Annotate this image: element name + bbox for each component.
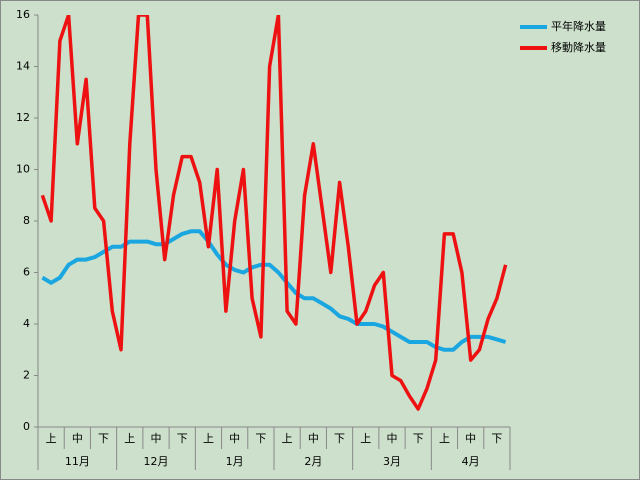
y-tick-label: 0 (23, 420, 30, 433)
x-tick-label: 上 (282, 432, 293, 445)
y-tick-label: 14 (16, 60, 30, 73)
y-tick-label: 10 (16, 163, 30, 176)
plot-area (38, 15, 510, 427)
group-label: 1月 (226, 455, 244, 468)
x-tick-label: 上 (439, 432, 450, 445)
x-tick-label: 上 (203, 432, 214, 445)
group-label: 4月 (462, 455, 480, 468)
line-series (40, 15, 508, 411)
x-tick-label: 中 (465, 432, 476, 445)
y-tick-label: 2 (23, 369, 30, 382)
x-tick-label: 上 (360, 432, 371, 445)
y-tick-label: 8 (23, 214, 30, 227)
x-tick-label: 下 (98, 432, 109, 445)
x-tick-label: 下 (177, 432, 188, 445)
y-tick-label: 4 (23, 317, 30, 330)
group-label: 12月 (144, 455, 169, 468)
x-tick-label: 中 (229, 432, 240, 445)
y-tick-label: 6 (23, 266, 30, 279)
plot (40, 15, 508, 411)
x-tick-label: 上 (124, 432, 135, 445)
legend-label: 移動降水量 (551, 40, 606, 54)
x-tick-label: 下 (255, 432, 266, 445)
x-tick-label: 中 (387, 432, 398, 445)
y-tick-label: 16 (16, 8, 30, 21)
y-tick-label: 12 (16, 111, 30, 124)
x-tick-label: 上 (46, 432, 57, 445)
x-tick-label: 中 (308, 432, 319, 445)
x-tick-label: 下 (413, 432, 424, 445)
group-label: 3月 (383, 455, 401, 468)
x-tick-label: 中 (72, 432, 83, 445)
line-series (41, 229, 507, 352)
legend-label: 平年降水量 (551, 19, 606, 33)
group-label: 2月 (304, 455, 322, 468)
x-tick-label: 下 (491, 432, 502, 445)
group-label: 11月 (65, 455, 90, 468)
x-tick-label: 中 (151, 432, 162, 445)
x-tick-label: 下 (334, 432, 345, 445)
